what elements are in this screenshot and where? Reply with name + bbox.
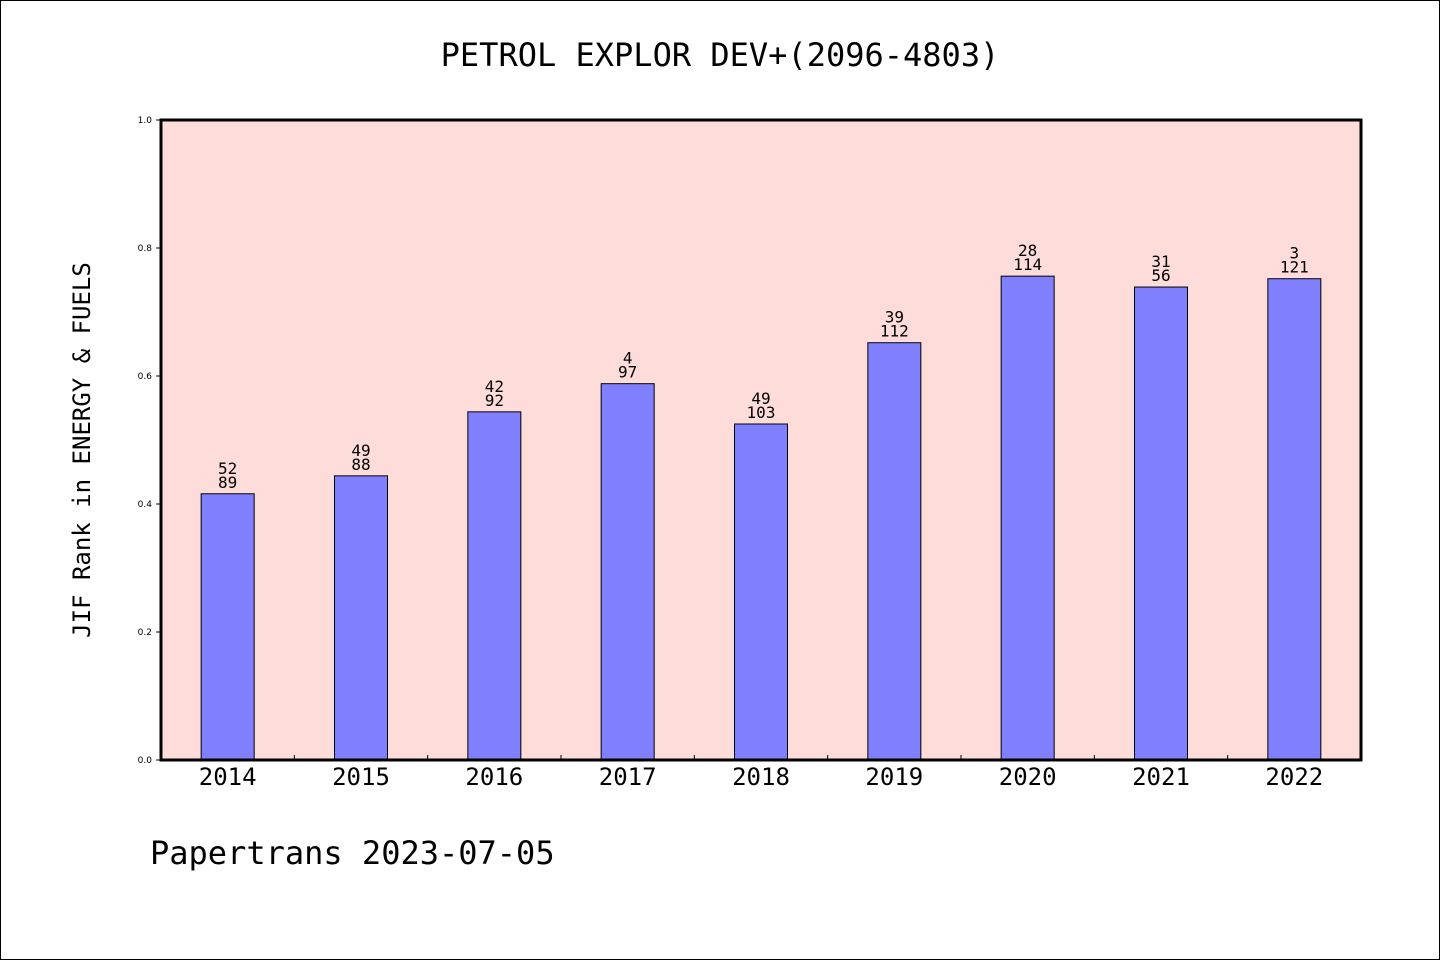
x-tick-label-2019: 2019: [865, 763, 923, 791]
bar-2014: [200, 493, 255, 761]
data-label-bottom-2017: 97: [618, 363, 637, 382]
x-tick-label-2015: 2015: [332, 763, 390, 791]
data-label-top-2022: 3: [1290, 244, 1300, 263]
bar-2020: [1000, 275, 1055, 761]
x-tick-label-2017: 2017: [599, 763, 657, 791]
bar-2019: [867, 342, 922, 761]
bar-2015: [334, 475, 388, 761]
data-label-top-2015: 49: [351, 441, 370, 460]
data-label-top-2018: 49: [751, 389, 770, 408]
y-tick-label: 1.0: [138, 116, 153, 126]
footer-date: Papertrans 2023-07-05: [150, 834, 555, 872]
data-label-bottom-2015: 88: [351, 455, 370, 474]
data-label-bottom-2020: 114: [1013, 255, 1042, 274]
y-tick-label: 0.8: [138, 244, 153, 254]
data-label-top-2014: 52: [218, 459, 237, 478]
x-tick-label-2020: 2020: [999, 763, 1057, 791]
bar-2017: [600, 383, 655, 761]
data-label-bottom-2014: 89: [218, 473, 237, 492]
y-tick-label: 0.0: [138, 756, 153, 766]
y-tick-label: 0.4: [138, 500, 153, 510]
bar-2022: [1267, 278, 1322, 761]
data-label-top-2019: 39: [885, 308, 904, 327]
data-label-bottom-2019: 112: [880, 322, 909, 341]
x-tick-label-2016: 2016: [465, 763, 523, 791]
x-tick-label-2022: 2022: [1265, 763, 1323, 791]
x-tick-label-2021: 2021: [1132, 763, 1190, 791]
data-label-bottom-2016: 92: [485, 391, 504, 410]
y-axis-label: JIF Rank in ENERGY & FUELS: [68, 262, 96, 638]
bar-2016: [467, 411, 522, 761]
bar-2018: [734, 423, 788, 761]
bar-2021: [1134, 286, 1188, 761]
y-tick-label: 0.6: [138, 372, 153, 382]
data-label-bottom-2022: 121: [1280, 258, 1309, 277]
data-label-top-2021: 31: [1151, 252, 1170, 271]
data-label-top-2017: 4: [623, 349, 633, 368]
chart-title: PETROL EXPLOR DEV+(2096-4803): [441, 36, 1000, 74]
plot-border: [159, 118, 1363, 762]
data-label-top-2020: 28: [1018, 241, 1037, 260]
data-label-bottom-2018: 103: [747, 403, 776, 422]
data-label-top-2016: 42: [485, 377, 504, 396]
y-tick-label: 0.2: [138, 628, 152, 638]
x-tick-label-2014: 2014: [199, 763, 257, 791]
x-tick-label-2018: 2018: [732, 763, 790, 791]
data-label-bottom-2021: 56: [1151, 266, 1170, 285]
